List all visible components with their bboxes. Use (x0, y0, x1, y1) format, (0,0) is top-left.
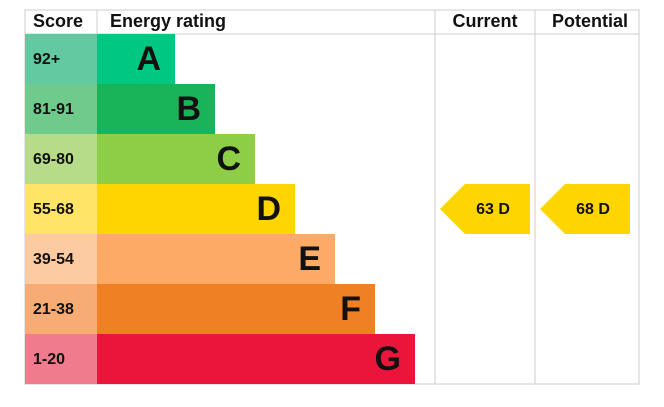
rating-bar (97, 34, 175, 84)
rating-letter: F (340, 290, 361, 328)
rating-letter: E (298, 240, 321, 278)
potential-arrow (540, 184, 630, 234)
rating-letter: C (216, 140, 241, 178)
score-cell (25, 84, 97, 134)
rating-letter: G (375, 340, 401, 378)
current-arrow (440, 184, 530, 234)
rating-bar (97, 84, 215, 134)
score-label: 69-80 (33, 151, 74, 168)
rating-letter: A (136, 40, 161, 78)
score-cell (25, 34, 97, 84)
score-label: 92+ (33, 51, 60, 68)
score-cell (25, 184, 97, 234)
header-potential: Potential (552, 11, 628, 31)
score-cell (25, 334, 97, 384)
rating-bar (97, 334, 415, 384)
rating-bar (97, 184, 295, 234)
score-cell (25, 134, 97, 184)
rating-letter: D (256, 190, 281, 228)
score-label: 1-20 (33, 351, 65, 368)
score-label: 21-38 (33, 301, 74, 318)
current-label: 63 D (476, 201, 510, 218)
header-rating: Energy rating (110, 11, 226, 31)
header-score: Score (33, 11, 83, 31)
rating-bar (97, 234, 335, 284)
header-current: Current (452, 11, 517, 31)
score-label: 81-91 (33, 101, 74, 118)
score-label: 55-68 (33, 201, 74, 218)
rating-bar (97, 134, 255, 184)
potential-label: 68 D (576, 201, 610, 218)
rows: 92+ A 81-91 B 69-80 C 55-68 D 39-54 E 21-38 F 1-20 G (25, 34, 415, 384)
score-cell (25, 234, 97, 284)
rating-letter: B (176, 90, 201, 128)
rating-bar (97, 284, 375, 334)
score-cell (25, 284, 97, 334)
score-label: 39-54 (33, 251, 74, 268)
